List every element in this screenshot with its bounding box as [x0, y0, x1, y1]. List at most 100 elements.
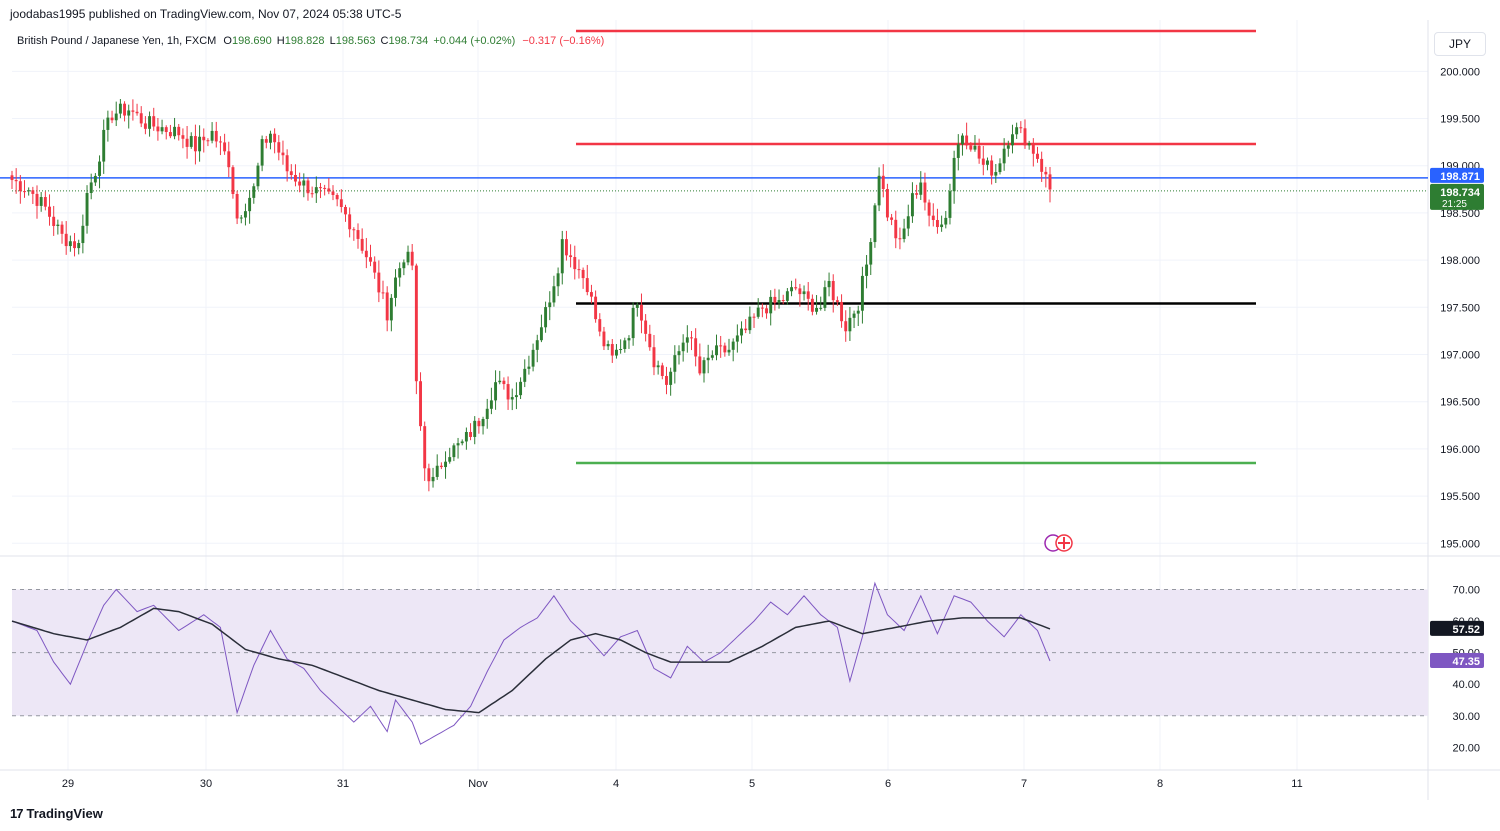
candle [214, 121, 218, 148]
candle [923, 172, 927, 211]
price-label-blue-text: 198.871 [1440, 171, 1480, 183]
candle [773, 288, 777, 311]
candle [360, 228, 364, 254]
candle [344, 204, 347, 222]
candle [698, 343, 702, 376]
candle [398, 262, 402, 287]
candle [377, 260, 381, 303]
price-label-last-countdown: 21:25 [1442, 199, 1467, 210]
candle [319, 182, 322, 199]
candle [690, 330, 693, 351]
candle [669, 367, 673, 396]
candle [986, 157, 989, 171]
candle [948, 183, 952, 225]
candle [1027, 140, 1031, 150]
candle [173, 117, 177, 140]
candle [977, 138, 981, 164]
candle [43, 191, 47, 211]
candle [881, 164, 885, 198]
candle [364, 237, 368, 269]
candle [64, 221, 68, 255]
candle [23, 180, 26, 198]
event-icons[interactable] [1044, 534, 1073, 552]
candle [544, 301, 548, 333]
candle [619, 339, 623, 354]
candle [727, 338, 731, 356]
candle [794, 278, 798, 291]
candle [831, 274, 835, 313]
candle [823, 280, 827, 312]
candle [710, 350, 714, 361]
rsi-lines [11, 581, 1051, 745]
candle [748, 306, 752, 334]
candle [790, 280, 794, 297]
y-tick-label: 197.500 [1440, 302, 1480, 314]
candle [906, 204, 910, 237]
candle [89, 173, 93, 200]
candle [456, 437, 460, 459]
candle [414, 263, 418, 395]
candle [423, 421, 427, 481]
candle [281, 140, 285, 165]
candle [1040, 151, 1044, 182]
tradingview-logo[interactable]: 17 TradingView [10, 806, 103, 821]
x-tick-label: 30 [200, 778, 212, 790]
candle [235, 190, 239, 225]
candle [673, 345, 677, 384]
uk-flag-icon[interactable] [1055, 534, 1073, 552]
candle [606, 340, 610, 351]
candle [306, 177, 310, 201]
candle [56, 219, 60, 235]
candle [31, 186, 35, 205]
candle [865, 255, 869, 289]
candle [435, 454, 439, 480]
candle [93, 173, 97, 186]
candle [264, 135, 268, 149]
candle [998, 158, 1002, 175]
candle [810, 294, 814, 316]
candle [531, 343, 535, 372]
candle [223, 133, 227, 155]
candle [894, 210, 898, 249]
candle [835, 296, 839, 306]
candle [431, 467, 435, 488]
candle [310, 186, 314, 198]
candle [752, 313, 756, 328]
candle [52, 205, 56, 236]
candle [819, 296, 823, 311]
candle [427, 463, 431, 492]
candle [844, 310, 848, 342]
ohlc-low: 198.563 [335, 35, 376, 47]
candle [164, 125, 168, 140]
candle [723, 342, 727, 357]
candle [485, 398, 489, 429]
currency-button[interactable]: JPY [1434, 32, 1486, 56]
candle [627, 335, 631, 349]
x-tick-label: 5 [749, 778, 755, 790]
candle [969, 142, 973, 152]
legend-row: British Pound / Japanese Yen, 1h, FXCM O… [17, 35, 604, 47]
rsi-ma-label-text: 57.52 [1452, 624, 1480, 636]
horizontal-lines[interactable] [0, 29, 1428, 465]
candle [623, 337, 627, 353]
candle [210, 122, 214, 144]
candle [514, 382, 518, 410]
candle [990, 155, 994, 185]
x-tick-label: 31 [337, 778, 349, 790]
candle [469, 423, 473, 441]
candle [856, 305, 860, 327]
candle [502, 377, 506, 390]
rsi-tick-label: 30.00 [1452, 711, 1480, 723]
candle [273, 128, 277, 154]
candle [702, 357, 706, 383]
candle [581, 267, 585, 289]
candle [14, 168, 18, 194]
candle [869, 238, 873, 276]
candle [160, 119, 164, 135]
candle [848, 306, 852, 342]
candle [314, 176, 318, 203]
candle [915, 184, 919, 199]
candle [389, 294, 393, 332]
